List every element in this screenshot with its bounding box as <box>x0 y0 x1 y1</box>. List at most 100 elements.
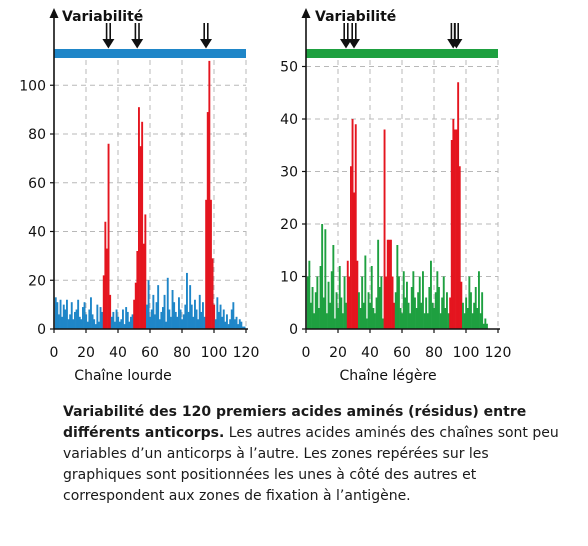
bar <box>163 294 166 329</box>
caption: Variabilité des 120 premiers acides amin… <box>63 402 563 507</box>
bar <box>158 319 161 329</box>
bar <box>219 304 222 329</box>
bar <box>470 292 472 329</box>
light-chain-chart: Variabilité 0 10 20 30 40 50 0 20 40 60 80 100 120 Cha… <box>280 8 511 384</box>
bar <box>330 271 333 329</box>
x-tick-label: 100 <box>201 345 228 361</box>
heavy-chain-chart: Variabilité 0 20 40 60 80 100 0 20 40 60 80 100 120 Ch… <box>19 8 259 384</box>
bar <box>417 292 420 329</box>
bar <box>428 287 431 329</box>
bar <box>101 311 104 329</box>
bar <box>438 287 440 329</box>
bar-highlight <box>205 199 208 329</box>
bar <box>382 318 384 329</box>
bar <box>367 292 370 329</box>
bar-highlight <box>206 112 209 329</box>
bar <box>94 324 97 329</box>
bar <box>179 309 182 329</box>
bar <box>62 304 65 329</box>
x-tick-label: 80 <box>173 345 191 361</box>
x-tick-label: 0 <box>302 345 311 361</box>
bar-highlight <box>138 107 140 329</box>
x-tick-label: 120 <box>485 345 512 361</box>
bar <box>240 321 243 329</box>
bar <box>425 297 428 329</box>
bar-highlight <box>346 260 349 329</box>
bar <box>59 299 62 329</box>
y-tick-label: 0 <box>289 322 298 338</box>
bar <box>83 302 86 329</box>
bar <box>182 314 185 329</box>
y-tick-label: 60 <box>28 176 46 192</box>
bar <box>72 319 75 329</box>
bar-highlight <box>353 192 356 329</box>
bar-highlight <box>136 251 139 329</box>
bar <box>308 260 311 329</box>
x-axis-label: Chaîne lourde <box>74 368 171 384</box>
bar <box>481 292 484 329</box>
bar-highlight <box>104 221 107 329</box>
bar <box>310 302 312 329</box>
x-tick-label: 120 <box>233 345 260 361</box>
y-tick-label: 20 <box>28 273 46 289</box>
bar <box>70 302 73 329</box>
bar <box>61 316 64 329</box>
bar <box>378 287 381 329</box>
bar <box>396 245 399 329</box>
bar <box>194 299 196 329</box>
bar <box>394 292 397 329</box>
bar-highlight <box>210 199 212 329</box>
bar <box>66 299 68 329</box>
bar <box>54 297 57 329</box>
bar <box>340 297 343 329</box>
bar <box>203 316 206 329</box>
y-tick-label: 10 <box>280 270 298 286</box>
bar <box>332 245 335 329</box>
bar <box>311 287 314 329</box>
bar <box>80 319 83 329</box>
arrow-icon <box>102 39 115 49</box>
bar <box>441 297 444 329</box>
bar <box>334 318 336 329</box>
bar-highlight <box>133 299 136 329</box>
bar <box>430 260 432 329</box>
bar-highlight <box>393 302 396 329</box>
bar <box>154 314 156 329</box>
bar-highlight <box>452 119 455 329</box>
bar <box>160 311 163 329</box>
bar <box>229 319 232 329</box>
bar <box>431 302 434 329</box>
bar <box>422 271 424 329</box>
bar <box>335 292 338 329</box>
bar <box>118 321 121 329</box>
bar <box>426 313 429 329</box>
bar-highlight <box>390 239 392 329</box>
bar <box>238 319 241 329</box>
bar-highlight <box>354 124 357 329</box>
bar <box>184 304 187 329</box>
bar <box>415 308 418 329</box>
bar <box>407 302 410 329</box>
bar <box>181 319 184 329</box>
bar <box>222 309 225 329</box>
bar <box>114 321 116 329</box>
bar-highlight <box>106 248 108 329</box>
bar <box>434 292 437 329</box>
bar <box>377 239 380 329</box>
bar <box>242 326 244 329</box>
x-tick-label: 40 <box>361 345 379 361</box>
chain-band <box>306 49 498 58</box>
bar <box>96 304 99 329</box>
bar <box>465 297 468 329</box>
bar <box>123 324 126 329</box>
bar <box>414 297 416 329</box>
bar <box>115 309 118 329</box>
bar <box>322 297 325 329</box>
bar <box>235 316 238 329</box>
bar <box>482 323 485 329</box>
y-tick-label: 30 <box>280 165 298 181</box>
y-axis-arrow-icon <box>301 8 311 18</box>
bar <box>318 308 320 329</box>
bar <box>401 313 404 329</box>
